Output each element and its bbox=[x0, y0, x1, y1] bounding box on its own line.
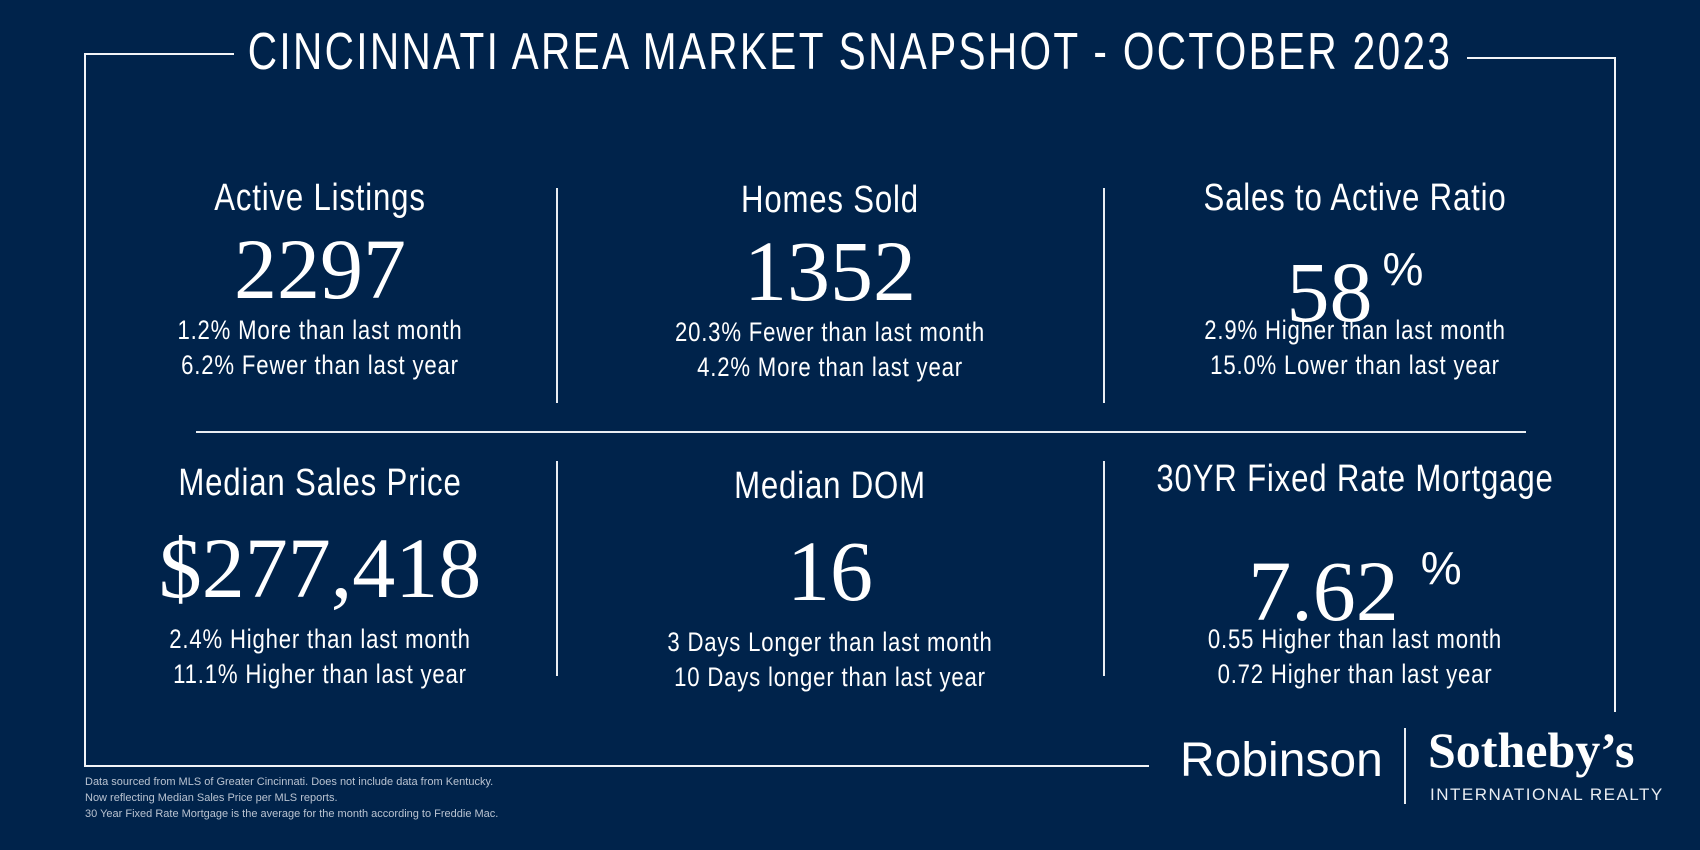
stat-unit: % bbox=[1382, 243, 1424, 295]
stat-unit: % bbox=[1420, 542, 1462, 594]
stat-value: 1352 bbox=[744, 223, 916, 319]
frame-bottom bbox=[84, 765, 1149, 767]
stat-value: 16 bbox=[787, 523, 873, 619]
stat-value: $277,418 bbox=[158, 520, 482, 616]
stat-year-change: 10 Days longer than last year bbox=[674, 662, 986, 692]
stat-month-change: 1.2% More than last month bbox=[177, 315, 463, 345]
stat-label: Homes Sold bbox=[741, 179, 919, 221]
logo-robinson: Robinson bbox=[1180, 734, 1383, 787]
frame-top-left bbox=[84, 53, 234, 55]
frame-top-right bbox=[1467, 57, 1616, 59]
page-title: CINCINNATI AREA MARKET SNAPSHOT - OCTOBE… bbox=[247, 23, 1453, 81]
stat-month-change: 3 Days Longer than last month bbox=[667, 627, 993, 657]
stat-month-change: 20.3% Fewer than last month bbox=[674, 317, 986, 347]
stat-value: 2297 bbox=[234, 221, 406, 317]
row-divider bbox=[196, 431, 1526, 433]
stat-month-change: 2.4% Higher than last month bbox=[169, 624, 471, 654]
stat-year-change: 15.0% Lower than last year bbox=[1210, 350, 1500, 380]
column-divider bbox=[556, 188, 558, 403]
stat-sales-to-active-ratio: Sales to Active Ratio 58% 2.9% Higher th… bbox=[1095, 175, 1615, 383]
stat-month-change: 0.55 Higher than last month bbox=[1207, 624, 1503, 654]
stat-year-change: 0.72 Higher than last year bbox=[1217, 659, 1493, 689]
stat-year-change: 6.2% Fewer than last year bbox=[181, 350, 459, 380]
footnote: 30 Year Fixed Rate Mortgage is the avera… bbox=[85, 808, 499, 820]
stat-label: Sales to Active Ratio bbox=[1203, 177, 1507, 219]
stat-label: Active Listings bbox=[214, 177, 426, 219]
column-divider bbox=[556, 461, 558, 676]
stat-value: 58% bbox=[1286, 243, 1424, 340]
stat-value: 7.62% bbox=[1248, 542, 1462, 639]
footnote: Data sourced from MLS of Greater Cincinn… bbox=[85, 776, 494, 788]
stat-30yr-fixed-rate-mortgage: 30YR Fixed Rate Mortgage 7.62% 0.55 High… bbox=[1095, 456, 1615, 692]
stat-homes-sold: Homes Sold 1352 20.3% Fewer than last mo… bbox=[570, 177, 1090, 385]
stat-active-listings: Active Listings 2297 1.2% More than last… bbox=[60, 175, 580, 383]
stat-median-sales-price: Median Sales Price $277,418 2.4% Higher … bbox=[60, 460, 580, 692]
stat-year-change: 4.2% More than last year bbox=[697, 352, 963, 382]
footnote: Now reflecting Median Sales Price per ML… bbox=[85, 792, 338, 804]
logo-international-realty: INTERNATIONAL REALTY bbox=[1430, 785, 1664, 804]
stat-label: Median Sales Price bbox=[178, 462, 462, 504]
column-divider bbox=[1103, 461, 1105, 676]
stat-year-change: 11.1% Higher than last year bbox=[173, 659, 467, 689]
frame-right bbox=[1614, 57, 1616, 712]
footnotes: Data sourced from MLS of Greater Cincinn… bbox=[85, 774, 498, 822]
stat-month-change: 2.9% Higher than last month bbox=[1204, 315, 1506, 345]
logo-sothebys: Sotheby’s bbox=[1428, 722, 1635, 778]
column-divider bbox=[1103, 188, 1105, 403]
stat-median-dom: Median DOM 16 3 Days Longer than last mo… bbox=[570, 463, 1090, 695]
frame-left bbox=[84, 53, 86, 767]
stat-label: Median DOM bbox=[734, 465, 926, 507]
stat-label: 30YR Fixed Rate Mortgage bbox=[1156, 458, 1554, 500]
logo-separator bbox=[1404, 728, 1406, 804]
